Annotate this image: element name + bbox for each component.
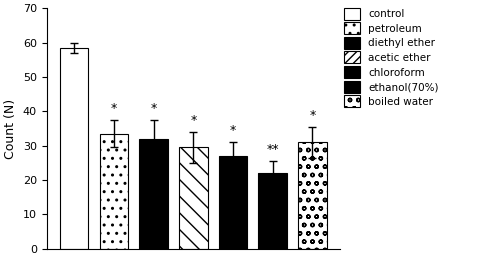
Bar [258,173,287,249]
Bar [298,142,326,249]
Text: *: * [230,124,236,137]
Bar [218,156,248,249]
Text: *: * [150,102,156,115]
Bar [179,147,208,249]
Bar [100,134,128,249]
Text: *: * [111,102,117,115]
Text: *: * [309,109,316,122]
Y-axis label: Count (N): Count (N) [4,98,17,159]
Bar [140,139,168,249]
Legend: control, petroleum, diethyl ether, acetic ether, chloroform, ethanol(70%), boile: control, petroleum, diethyl ether, aceti… [340,3,442,112]
Text: *: * [190,114,196,127]
Text: **: ** [266,143,279,156]
Bar [60,48,88,249]
